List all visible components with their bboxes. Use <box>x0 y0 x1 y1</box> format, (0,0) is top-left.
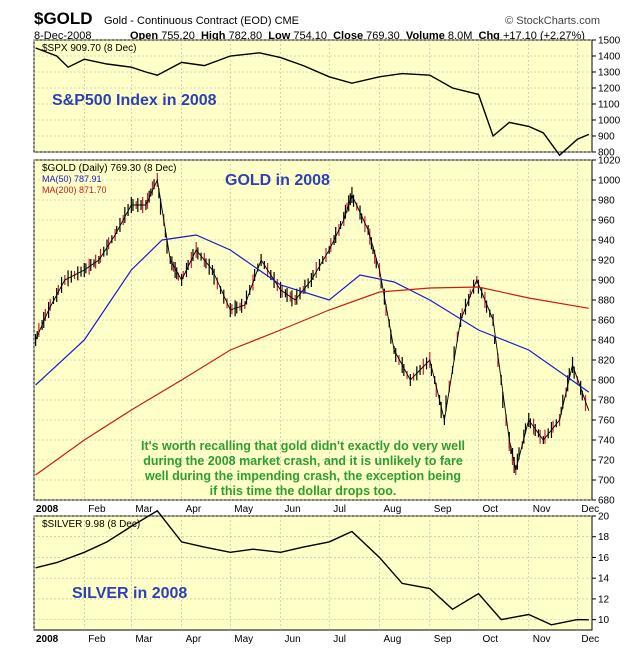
gold-legend-ma200: MA(200) 871.70 <box>42 185 107 195</box>
commentary-line: It's worth recalling that gold didn't ex… <box>141 439 465 453</box>
gold-tick-label: 780 <box>598 396 615 407</box>
chart-header: $GOLD Gold - Continuous Contract (EOD) C… <box>0 0 630 42</box>
silver-month-label: Nov <box>533 634 551 645</box>
gold-tick-label: 700 <box>598 476 615 487</box>
silver-panel <box>33 515 593 631</box>
silver-tick-label: 20 <box>598 512 610 523</box>
low-label: Low <box>268 30 291 42</box>
silver-tick-label: 10 <box>598 615 610 626</box>
silver-month-label: Feb <box>88 634 106 645</box>
gold-month-label: Mar <box>135 504 153 515</box>
silver-tick-label: 12 <box>598 594 610 605</box>
silver-month-label: Jun <box>285 634 301 645</box>
gold-price-line <box>35 178 590 471</box>
silver-month-label: May <box>234 634 253 645</box>
gold-month-label: Oct <box>482 504 498 515</box>
gold-tick-label: 980 <box>598 196 615 207</box>
volume-label: Volume <box>405 30 445 42</box>
silver-month-label: Aug <box>384 634 402 645</box>
chg-value: +17.10 (+2.27%) <box>502 30 585 42</box>
gold-tick-label: 960 <box>598 216 615 227</box>
gold-tick-label: 940 <box>598 236 615 247</box>
gold-month-label: Nov <box>533 504 551 515</box>
spx-annotation: S&P500 Index in 2008 <box>52 92 217 109</box>
quote-date: 8-Dec-2008 <box>34 30 92 42</box>
spx-tick-label: 1000 <box>598 116 621 127</box>
gold-annotation: GOLD in 2008 <box>225 172 330 189</box>
spx-legend: $SPX 909.70 (8 Dec) <box>42 43 137 54</box>
gold-month-label: Jul <box>333 504 346 515</box>
spx-tick-label: 1400 <box>598 52 621 63</box>
close-value: 769.30 <box>366 30 400 42</box>
low-value: 754.10 <box>293 30 327 42</box>
commentary-line: well during the impending crash, the exc… <box>144 469 461 483</box>
gold-tick-label: 760 <box>598 416 615 427</box>
silver-tick-label: 14 <box>598 574 610 585</box>
silver-month-label: Jul <box>333 634 346 645</box>
spx-tick-label: 800 <box>598 148 615 159</box>
ma50-line <box>35 234 590 393</box>
spx-tick-label: 1200 <box>598 84 621 95</box>
silver-annotation: SILVER in 2008 <box>72 585 187 602</box>
gold-month-label: May <box>234 504 253 515</box>
silver-month-label: Apr <box>186 634 202 645</box>
high-label: High <box>200 30 226 42</box>
symbol: $GOLD <box>34 9 93 28</box>
gold-tick-label: 680 <box>598 496 615 507</box>
gold-month-label: Jun <box>285 504 301 515</box>
high-value: 782.80 <box>228 30 263 42</box>
silver-month-label: Sep <box>434 634 452 645</box>
silver-month-label: Dec <box>581 634 599 645</box>
gold-month-label: Feb <box>88 504 106 515</box>
ma200-line <box>35 286 589 476</box>
silver-month-label: 2008 <box>36 634 59 645</box>
close-label: Close <box>333 30 364 42</box>
silver-tick-label: 18 <box>598 532 610 543</box>
silver-line <box>35 509 589 626</box>
volume-value: 8.0M <box>447 30 473 42</box>
gold-tick-label: 720 <box>598 456 615 467</box>
gold-tick-label: 800 <box>598 376 615 387</box>
open-label: Open <box>130 30 159 42</box>
gold-tick-label: 840 <box>598 336 615 347</box>
gold-month-label: Apr <box>186 504 202 515</box>
gold-month-label: Dec <box>581 504 599 515</box>
gold-month-label: 2008 <box>36 504 59 515</box>
gold-month-label: Sep <box>434 504 452 515</box>
silver-tick-label: 16 <box>598 553 610 564</box>
silver-month-label: Mar <box>135 634 153 645</box>
spx-tick-label: 900 <box>598 132 615 143</box>
silver-month-label: Oct <box>482 634 498 645</box>
gold-panel <box>33 159 593 501</box>
quote-line: Open 755.20 High 782.80 Low 754.10 Close… <box>130 30 585 42</box>
spx-line <box>35 47 590 157</box>
commentary-line: if this time the dollar drops too. <box>210 484 397 498</box>
spx-panel <box>33 39 593 153</box>
gold-tick-label: 860 <box>598 316 615 327</box>
spx-tick-label: 1500 <box>598 36 621 47</box>
chg-label: Chg <box>478 30 500 42</box>
gold-month-label: Aug <box>384 504 402 515</box>
gold-tick-label: 1020 <box>598 156 621 167</box>
gold-tick-label: 1000 <box>598 176 621 187</box>
spx-tick-label: 1300 <box>598 68 621 79</box>
gold-tick-label: 920 <box>598 256 615 267</box>
commentary-line: during the 2008 market crash, and it is … <box>143 454 463 468</box>
silver-legend: $SILVER 9.98 (8 Dec) <box>42 519 140 530</box>
gold-legend-price: $GOLD (Daily) 769.30 (8 Dec) <box>42 163 177 174</box>
gold-tick-label: 820 <box>598 356 615 367</box>
gold-tick-label: 900 <box>598 276 615 287</box>
gold-legend-ma50: MA(50) 787.91 <box>42 174 102 184</box>
gold-tick-label: 880 <box>598 296 615 307</box>
gold-tick-label: 740 <box>598 436 615 447</box>
description: Gold - Continuous Contract (EOD) CME <box>104 15 300 27</box>
brand[interactable]: © StockCharts.com <box>505 15 600 27</box>
open-value: 755.20 <box>161 30 195 42</box>
spx-tick-label: 1100 <box>598 100 620 111</box>
